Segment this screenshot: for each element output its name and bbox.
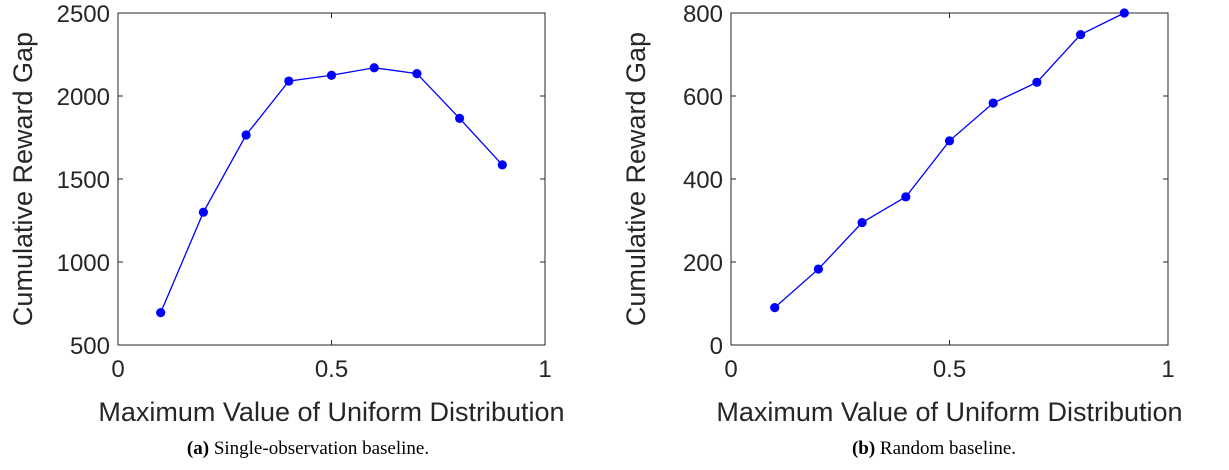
y-tick-label-a: 500 xyxy=(70,333,110,360)
y-axis-title-b: Cumulative Reward Gap xyxy=(621,32,651,326)
data-point-b xyxy=(1119,8,1129,18)
series-line-b xyxy=(774,12,1125,309)
data-point-a xyxy=(412,68,422,79)
data-point-b xyxy=(901,192,911,202)
data-point-b xyxy=(857,217,867,228)
data-point-a xyxy=(284,76,294,86)
series-line-a xyxy=(160,67,503,313)
data-point-b xyxy=(770,303,780,313)
y-tick-label-a: 2000 xyxy=(57,84,110,111)
data-point-a xyxy=(369,63,379,73)
y-tick-label-b: 200 xyxy=(683,250,723,277)
data-point-a xyxy=(241,130,251,140)
caption-b-text: Random baseline. xyxy=(875,438,1017,459)
y-tick-label-a: 1500 xyxy=(57,167,110,194)
caption-a: (a) Single-observation baseline. xyxy=(78,438,538,460)
x-tick-label-b: 1 xyxy=(1161,356,1174,383)
x-axis-title-a: Maximum Value of Uniform Distribution xyxy=(98,397,564,427)
data-point-a xyxy=(455,113,465,124)
caption-b-tag: (b) xyxy=(851,438,876,459)
data-point-a xyxy=(497,160,507,170)
plot-area-a xyxy=(117,12,546,346)
y-tick-label-b: 600 xyxy=(683,84,723,111)
data-point-b xyxy=(813,264,824,274)
data-point-a xyxy=(326,70,337,80)
x-tick-label-a: 1 xyxy=(538,356,551,383)
data-point-b xyxy=(1032,77,1042,87)
data-point-a xyxy=(198,207,208,217)
y-tick-label-b: 400 xyxy=(683,167,723,194)
caption-a-text: Single-observation baseline. xyxy=(209,438,430,459)
x-axis-title-b: Maximum Value of Uniform Distribution xyxy=(716,397,1182,427)
x-tick-label-a: 0 xyxy=(111,356,124,383)
data-point-a xyxy=(156,308,166,318)
data-point-b xyxy=(1076,29,1086,40)
y-tick-label-a: 2500 xyxy=(57,1,110,28)
x-tick-label-b: 0 xyxy=(724,356,737,383)
y-axis-title-a: Cumulative Reward Gap xyxy=(8,32,38,326)
data-point-b xyxy=(988,98,998,108)
y-tick-label-b: 800 xyxy=(683,1,723,28)
plot-area-b xyxy=(730,12,1169,346)
x-tick-label-b: 0.5 xyxy=(933,356,966,383)
y-tick-label-a: 1000 xyxy=(57,250,110,277)
data-point-b xyxy=(944,136,955,146)
caption-a-tag: (a) xyxy=(186,438,210,459)
y-tick-label-b: 0 xyxy=(710,333,723,360)
x-tick-label-a: 0.5 xyxy=(315,356,348,383)
caption-b: (b) Random baseline. xyxy=(704,438,1164,460)
